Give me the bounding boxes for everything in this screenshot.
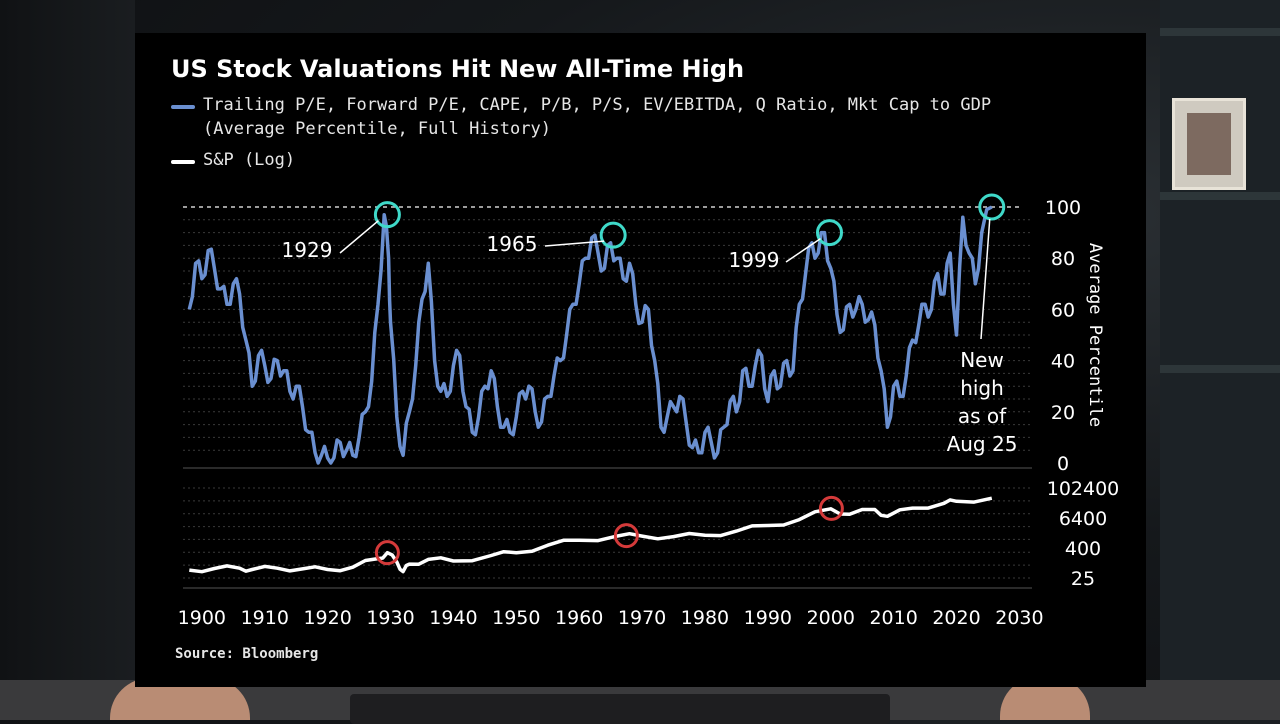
x-tick-label: 1950 (492, 607, 540, 629)
x-tick-label: 1980 (681, 607, 729, 629)
picture-frame (1172, 98, 1246, 190)
legend-label-valuation-sub: (Average Percentile, Full History) (203, 119, 551, 139)
chart-canvas: 1900 1910 1920 1930 1940 1950 1960 1970 1980 1990… (178, 193, 1120, 629)
sp-peak-circle (818, 495, 844, 521)
x-tick-label: 1900 (178, 607, 226, 629)
annotation-arrow (785, 237, 821, 263)
x-tick-label: 1970 (618, 607, 666, 629)
y-tick-label-top: 60 (1051, 299, 1075, 321)
new-high-label: high (960, 376, 1004, 400)
annotation-arrow (544, 240, 605, 247)
y-tick-label-bottom: 6400 (1059, 508, 1107, 530)
y-axis-label: Average Percentile (1085, 243, 1105, 427)
legend-label-sp: S&P (Log) (203, 150, 296, 170)
y-tick-label-top: 100 (1045, 197, 1081, 219)
peak-circle (373, 201, 401, 229)
y-tick-label-bottom: 400 (1065, 538, 1101, 560)
sp-peak-circle (374, 540, 400, 566)
x-tick-label: 1990 (744, 607, 792, 629)
sp-peak-circle (613, 523, 639, 549)
y-tick-label-top: 40 (1051, 351, 1075, 373)
new-high-label: New (960, 348, 1004, 372)
x-tick-label: 2000 (807, 607, 855, 629)
new-high-label: as of (958, 404, 1007, 428)
x-tick-label: 2010 (869, 607, 917, 629)
annotation-arrow (980, 218, 991, 340)
x-tick-label: 1940 (429, 607, 477, 629)
peak-circle (599, 221, 627, 249)
y-tick-label-bottom: 102400 (1047, 478, 1120, 500)
y-tick-label-bottom: 25 (1071, 568, 1095, 590)
new-high-label: Aug 25 (947, 432, 1018, 456)
x-tick-label: 1910 (241, 607, 289, 629)
x-tick-label: 2020 (932, 607, 980, 629)
legend-swatch-sp (171, 160, 195, 164)
annotation-label: 1929 (282, 238, 333, 262)
legend-swatch-valuation (171, 105, 195, 109)
source-note: Source: Bloomberg (175, 646, 319, 662)
y-tick-label-top: 0 (1057, 453, 1069, 475)
shelf-board (1160, 365, 1280, 373)
background-wall-left (0, 0, 135, 720)
x-tick-label: 1920 (303, 607, 351, 629)
y-tick-label-top: 80 (1051, 248, 1075, 270)
annotation-label: 1999 (729, 248, 780, 272)
chart-title: US Stock Valuations Hit New All-Time Hig… (171, 55, 745, 83)
chart-panel: US Stock Valuations Hit New All-Time Hig… (135, 33, 1146, 687)
new-high-circle (978, 193, 1006, 221)
x-tick-label: 2030 (995, 607, 1043, 629)
sp-log-line (189, 496, 993, 574)
annotation-label: 1965 (487, 232, 538, 256)
peak-circle (815, 219, 843, 247)
x-tick-label: 1960 (555, 607, 603, 629)
x-tick-label: 1930 (366, 607, 414, 629)
shelf-board (1160, 192, 1280, 200)
y-tick-label-top: 20 (1051, 402, 1075, 424)
shelf-board (1160, 28, 1280, 36)
valuation-percentile-line (187, 205, 993, 465)
legend-label-valuation: Trailing P/E, Forward P/E, CAPE, P/B, P/… (203, 95, 992, 115)
annotation-arrow (339, 220, 379, 254)
keyboard (350, 694, 890, 724)
